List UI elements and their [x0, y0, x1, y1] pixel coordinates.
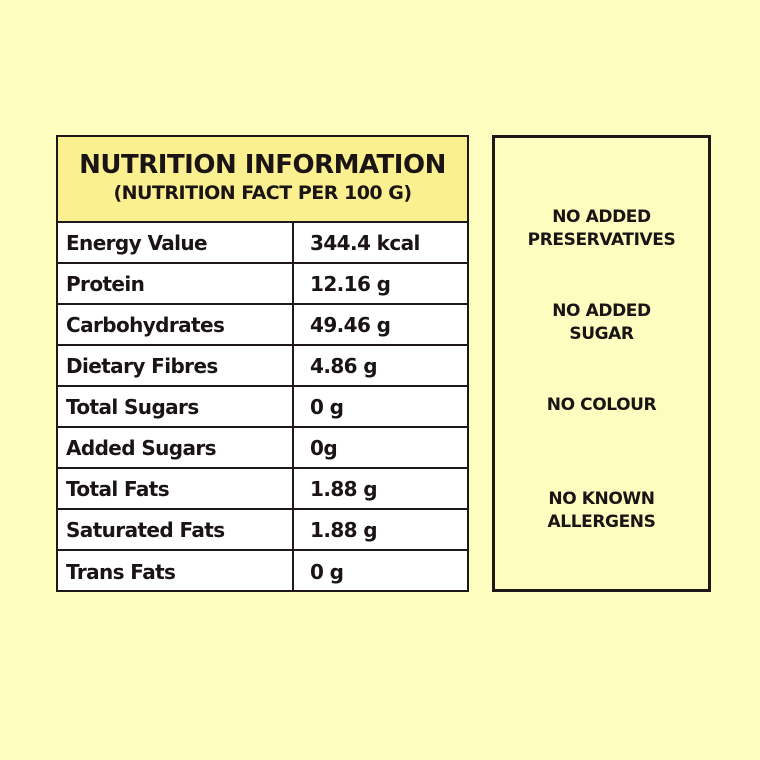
nutrition-subtitle: (NUTRITION FACT PER 100 G) — [113, 182, 412, 204]
nutrient-value: 0 g — [310, 394, 344, 419]
table-row: Trans Fats 0 g — [58, 551, 467, 592]
table-row: Dietary Fibres 4.86 g — [58, 346, 467, 387]
nutrient-name: Energy Value — [58, 223, 294, 262]
claim-line: NO COLOUR — [546, 395, 657, 415]
nutrient-value: 0g — [310, 435, 338, 460]
nutrient-value: 49.46 g — [310, 312, 391, 337]
claim-line: NO ADDED — [552, 301, 651, 321]
nutrient-name: Protein — [58, 264, 294, 303]
table-row: Carbohydrates 49.46 g — [58, 305, 467, 346]
claim-line: NO KNOWN — [548, 489, 655, 509]
claim-line: ALLERGENS — [547, 512, 656, 532]
table-row: Added Sugars 0g — [58, 428, 467, 469]
nutrient-value: 344.4 kcal — [310, 230, 420, 255]
nutrition-title: NUTRITION INFORMATION — [79, 150, 446, 180]
claim-no-added-sugar: NO ADDED SUGAR — [495, 300, 708, 346]
nutrient-name: Trans Fats — [58, 551, 294, 592]
nutrient-name: Total Fats — [58, 469, 294, 508]
nutrient-name: Total Sugars — [58, 387, 294, 426]
table-row: Protein 12.16 g — [58, 264, 467, 305]
nutrient-value: 0 g — [310, 559, 344, 584]
table-row: Saturated Fats 1.88 g — [58, 510, 467, 551]
claim-no-known-allergens: NO KNOWN ALLERGENS — [495, 488, 708, 534]
table-row: Energy Value 344.4 kcal — [58, 223, 467, 264]
nutrition-table: NUTRITION INFORMATION (NUTRITION FACT PE… — [56, 135, 469, 592]
table-row: Total Fats 1.88 g — [58, 469, 467, 510]
claim-no-added-preservatives: NO ADDED PRESERVATIVES — [495, 206, 708, 252]
nutrition-rows: Energy Value 344.4 kcal Protein 12.16 g … — [58, 223, 467, 592]
nutrient-name: Saturated Fats — [58, 510, 294, 549]
nutrient-name: Carbohydrates — [58, 305, 294, 344]
nutrient-name: Dietary Fibres — [58, 346, 294, 385]
claim-no-colour: NO COLOUR — [495, 394, 708, 417]
nutrition-table-header: NUTRITION INFORMATION (NUTRITION FACT PE… — [58, 137, 467, 223]
claim-line: PRESERVATIVES — [527, 230, 676, 250]
table-row: Total Sugars 0 g — [58, 387, 467, 428]
nutrient-value: 12.16 g — [310, 271, 391, 296]
claim-line: SUGAR — [569, 324, 634, 344]
claims-box: NO ADDED PRESERVATIVES NO ADDED SUGAR NO… — [492, 135, 711, 592]
nutrient-value: 1.88 g — [310, 476, 378, 501]
nutrient-value: 4.86 g — [310, 353, 378, 378]
nutrient-value: 1.88 g — [310, 517, 378, 542]
nutrient-name: Added Sugars — [58, 428, 294, 467]
claim-line: NO ADDED — [552, 207, 651, 227]
